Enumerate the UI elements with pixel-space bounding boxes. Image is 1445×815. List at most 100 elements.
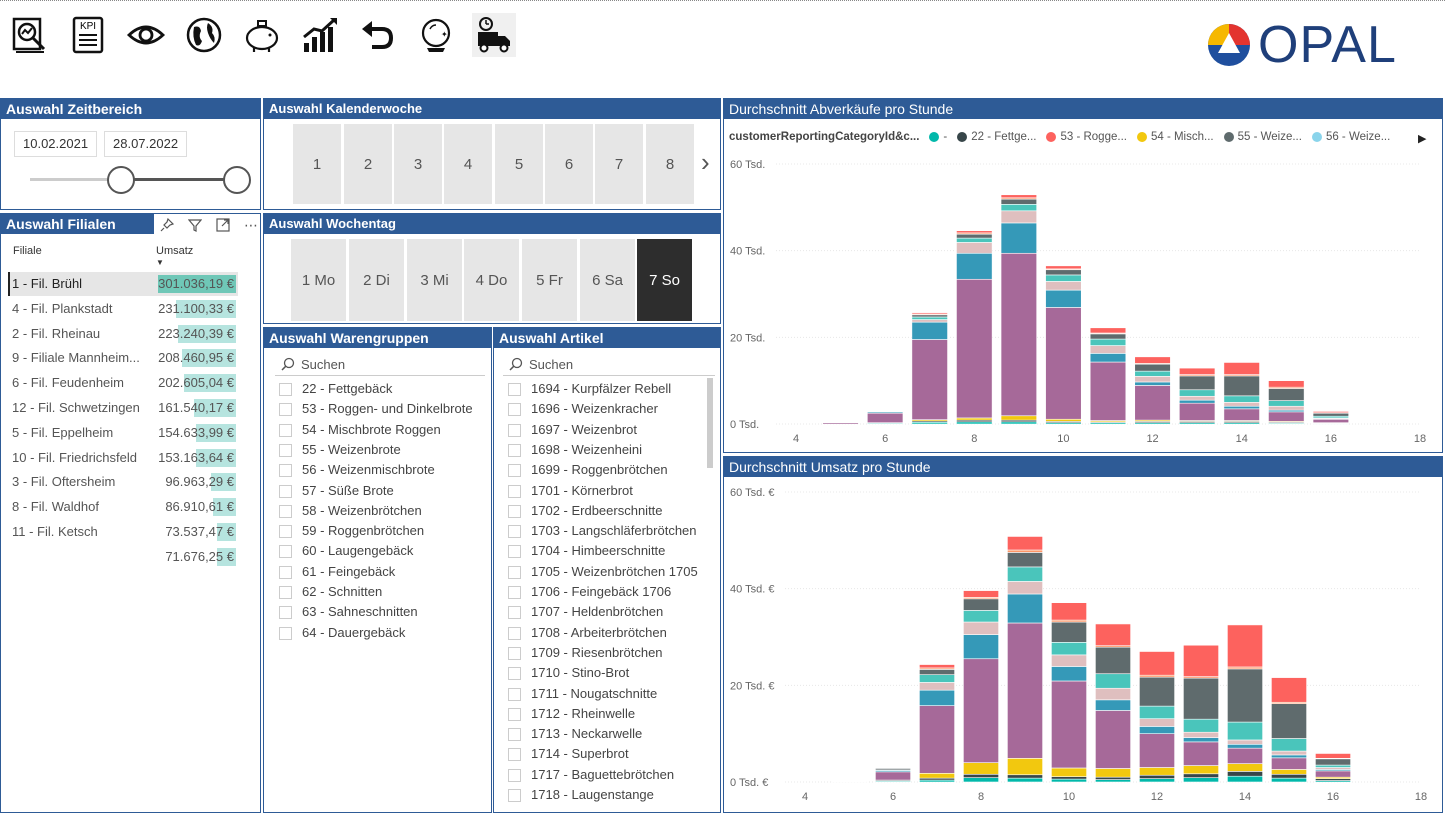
bar-segment[interactable] — [1007, 549, 1043, 553]
bar-segment[interactable] — [1179, 402, 1216, 421]
bar-segment[interactable] — [1271, 769, 1307, 775]
bar-segment[interactable] — [1139, 676, 1175, 707]
list-item[interactable]: 1708 - Arbeiterbrötchen — [508, 624, 708, 644]
week-button-1[interactable]: 1 — [293, 124, 341, 204]
bar-segment[interactable] — [919, 674, 955, 683]
bar-segment[interactable] — [1183, 777, 1219, 783]
list-item[interactable]: 1712 - Rheinwelle — [508, 705, 708, 725]
bar-segment[interactable] — [1179, 367, 1216, 375]
bar-segment[interactable] — [1312, 412, 1349, 417]
list-item[interactable]: 61 - Feingebäck — [279, 563, 489, 583]
bar-segment[interactable] — [1139, 726, 1175, 734]
checkbox[interactable] — [508, 464, 521, 478]
bar-segment[interactable] — [1183, 644, 1219, 677]
bar-segment[interactable] — [1271, 703, 1307, 739]
bar-segment[interactable] — [1095, 699, 1131, 711]
report-analysis-icon[interactable] — [8, 13, 52, 57]
legend-item[interactable]: 55 - Weize... — [1223, 131, 1302, 143]
focus-mode-icon[interactable] — [214, 216, 232, 234]
bar-segment[interactable] — [963, 621, 999, 635]
bar-segment[interactable] — [1051, 621, 1087, 643]
bar-segment[interactable] — [1223, 408, 1260, 421]
bar-segment[interactable] — [867, 412, 904, 423]
bar-segment[interactable] — [1089, 345, 1127, 354]
checkbox[interactable] — [508, 626, 521, 640]
weekday-button-mi[interactable]: 3 Mi — [407, 239, 462, 321]
bar-segment[interactable] — [911, 339, 948, 420]
checkbox[interactable] — [508, 789, 521, 802]
bar-segment[interactable] — [1051, 602, 1087, 621]
bar-segment[interactable] — [1312, 411, 1349, 414]
bar-segment[interactable] — [1315, 770, 1351, 778]
bar-segment[interactable] — [1134, 376, 1171, 383]
week-button-5[interactable]: 5 — [495, 124, 543, 204]
eye-icon[interactable] — [124, 13, 168, 57]
week-button-7[interactable]: 7 — [595, 124, 643, 204]
bar-segment[interactable] — [956, 230, 993, 234]
list-item[interactable]: 1703 - Langschläferbrötchen — [508, 522, 708, 542]
checkbox[interactable] — [508, 565, 521, 579]
bar-segment[interactable] — [963, 590, 999, 598]
checkbox[interactable] — [279, 504, 292, 518]
bar-segment[interactable] — [867, 410, 904, 412]
bar-segment[interactable] — [1051, 767, 1087, 777]
bar-segment[interactable] — [1095, 779, 1131, 783]
table-row[interactable]: 71.676,25 € — [8, 545, 238, 569]
bar-segment[interactable] — [1227, 739, 1263, 745]
checkbox[interactable] — [508, 728, 521, 742]
week-next-arrow[interactable]: › — [701, 147, 710, 177]
bar-segment[interactable] — [1045, 269, 1082, 276]
bar-segment[interactable] — [1315, 753, 1351, 759]
bar-segment[interactable] — [1007, 758, 1043, 776]
list-item[interactable]: 53 - Roggen- und Dinkelbrote — [279, 400, 489, 420]
bar-segment[interactable] — [1227, 721, 1263, 741]
bar-segment[interactable] — [1134, 363, 1171, 372]
filter-icon[interactable] — [186, 216, 204, 234]
legend-item[interactable]: 22 - Fettge... — [957, 131, 1036, 143]
checkbox[interactable] — [508, 383, 521, 396]
list-item[interactable]: 1701 - Körnerbrot — [508, 482, 708, 502]
list-item[interactable]: 1696 - Weizenkracher — [508, 400, 708, 420]
week-button-4[interactable]: 4 — [444, 124, 492, 204]
list-item[interactable]: 1709 - Riesenbrötchen — [508, 644, 708, 664]
week-button-3[interactable]: 3 — [394, 124, 442, 204]
bar-segment[interactable] — [1000, 415, 1037, 421]
list-item[interactable]: 1705 - Weizenbrötchen 1705 — [508, 563, 708, 583]
list-item[interactable]: 56 - Weizenmischbrote — [279, 461, 489, 481]
sort-descending-icon[interactable]: ▼ — [156, 258, 164, 267]
bar-segment[interactable] — [1134, 381, 1171, 386]
legend-item[interactable]: - — [929, 131, 947, 143]
bar-segment[interactable] — [1223, 402, 1260, 407]
checkbox[interactable] — [279, 403, 292, 417]
list-item[interactable]: 1698 - Weizenheini — [508, 441, 708, 461]
list-item[interactable]: 63 - Sahneschnitten — [279, 603, 489, 623]
warengruppen-search[interactable]: Suchen — [275, 354, 485, 376]
bar-segment[interactable] — [919, 689, 955, 706]
checkbox[interactable] — [508, 403, 521, 417]
weekday-button-fr[interactable]: 5 Fr — [522, 239, 577, 321]
artikel-scrollbar[interactable] — [707, 378, 713, 468]
bar-segment[interactable] — [1051, 776, 1087, 780]
bar-segment[interactable] — [911, 321, 948, 340]
date-slider-end-handle[interactable] — [223, 166, 251, 194]
list-item[interactable]: 22 - Fettgebäck — [279, 380, 489, 400]
bar-segment[interactable] — [963, 634, 999, 660]
list-item[interactable]: 1713 - Neckarwelle — [508, 725, 708, 745]
bar-segment[interactable] — [956, 252, 993, 280]
table-row[interactable]: 3 - Fil. Oftersheim 96.963,29 € — [8, 470, 238, 494]
checkbox[interactable] — [508, 667, 521, 681]
bar-segment[interactable] — [1089, 327, 1127, 334]
bar-segment[interactable] — [1227, 743, 1263, 749]
bar-segment[interactable] — [1223, 395, 1260, 403]
bar-segment[interactable] — [1139, 733, 1175, 768]
bar-segment[interactable] — [1268, 405, 1305, 411]
week-button-2[interactable]: 2 — [344, 124, 392, 204]
column-header-umsatz[interactable]: Umsatz — [156, 245, 194, 257]
table-row[interactable]: 5 - Fil. Eppelheim 154.633,99 € — [8, 421, 238, 445]
checkbox[interactable] — [279, 606, 292, 620]
bar-segment[interactable] — [1312, 418, 1349, 424]
bar-segment[interactable] — [1183, 677, 1219, 720]
bar-segment[interactable] — [1007, 774, 1043, 779]
table-row[interactable]: 8 - Fil. Waldhof 86.910,61 € — [8, 495, 238, 519]
list-item[interactable]: 58 - Weizenbrötchen — [279, 502, 489, 522]
